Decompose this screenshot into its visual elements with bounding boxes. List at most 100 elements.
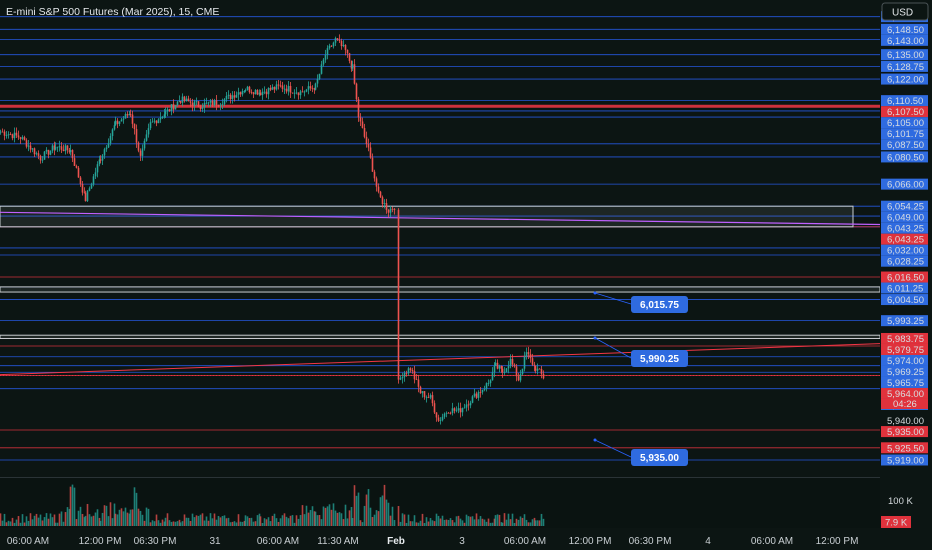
volume-bar-263 xyxy=(513,522,516,526)
volume-bar-143 xyxy=(275,518,278,526)
support-zone xyxy=(0,205,854,228)
price-tag-14 xyxy=(881,211,928,223)
candle-body-124 xyxy=(239,92,242,95)
volume-bar-7 xyxy=(13,522,16,526)
candle-body-86 xyxy=(164,111,167,115)
candle-body-179 xyxy=(346,49,349,54)
candle-body-88 xyxy=(168,109,171,112)
time-axis[interactable]: 06:00 AM 12:00 PM 06:30 PM 31 06:00 AM 11:30 … xyxy=(0,530,932,550)
candle-body-241 xyxy=(471,396,474,403)
volume-bar-54 xyxy=(103,505,106,526)
candle-body-252 xyxy=(493,365,496,373)
callout-5935[interactable]: 5,935.00 xyxy=(593,438,689,467)
candle-body-101 xyxy=(193,101,196,106)
callout-5935-box xyxy=(631,449,688,466)
candle-body-14 xyxy=(27,145,30,147)
volume-bar-129 xyxy=(248,518,251,526)
volume-bar-223 xyxy=(435,513,438,526)
currency-button[interactable]: USD xyxy=(881,2,929,21)
candle-body-115 xyxy=(221,104,224,105)
candle-body-182 xyxy=(351,64,354,69)
candle-body-272 xyxy=(531,358,534,365)
candle-body-216 xyxy=(421,391,424,394)
candle-body-5 xyxy=(9,134,12,136)
time-label-3: 31 xyxy=(209,536,221,547)
candle-body-78 xyxy=(149,122,152,129)
callout-6015-label: 6,015.75 xyxy=(640,300,679,311)
volume-bar-239 xyxy=(467,516,470,526)
candle-body-80 xyxy=(153,120,156,122)
price-tag-17 xyxy=(881,244,928,256)
volume-bar-71 xyxy=(135,492,138,526)
price-label-24: 5,979.75 xyxy=(887,345,924,356)
volume-bar-176 xyxy=(340,513,343,526)
candle-body-258 xyxy=(503,372,506,373)
volume-bar-174 xyxy=(336,512,339,526)
volume-bar-154 xyxy=(297,518,300,526)
volume-bar-62 xyxy=(118,509,121,526)
candle-body-213 xyxy=(415,379,418,381)
price-label-22: 5,993.25 xyxy=(887,316,924,327)
time-label-6: Feb xyxy=(387,536,405,547)
candle-body-207 xyxy=(403,373,406,378)
volume-bar-68 xyxy=(129,509,132,526)
volume-bar-153 xyxy=(295,515,298,526)
price-label-13: 6,054.25 xyxy=(887,202,924,213)
volume-bar-243 xyxy=(475,513,478,526)
candle-body-65 xyxy=(124,114,127,119)
volume-bar-48 xyxy=(92,515,95,526)
candle-body-133 xyxy=(256,90,259,95)
price-tag-16 xyxy=(881,233,928,245)
callout-6015[interactable]: 6,015.75 xyxy=(593,291,689,314)
volume-bar-238 xyxy=(465,514,468,526)
price-tag-19 xyxy=(881,271,928,283)
price-label-25: 5,974.00 xyxy=(887,356,924,367)
volume-bar-101 xyxy=(193,517,196,526)
volume-bar-134 xyxy=(258,513,261,526)
candle-body-93 xyxy=(178,101,181,102)
candle-body-64 xyxy=(122,118,125,120)
price-label-27: 5,965.75 xyxy=(887,378,924,389)
candle-body-36 xyxy=(69,150,72,153)
candle-body-198 xyxy=(383,203,386,205)
time-label-4: 06:00 AM xyxy=(257,536,299,547)
volume-bar-265 xyxy=(517,519,520,526)
volume-bar-156 xyxy=(301,505,304,526)
volume-bar-3 xyxy=(5,522,8,526)
candle-body-140 xyxy=(269,88,272,90)
volume-bar-150 xyxy=(289,515,292,526)
candle-body-142 xyxy=(273,87,276,90)
candle-body-32 xyxy=(62,149,65,152)
price-tag-9 xyxy=(881,128,928,140)
volume-bar-175 xyxy=(338,512,341,526)
volume-bar-189 xyxy=(365,494,368,526)
volume-bar-115 xyxy=(221,516,224,526)
volume-bar-80 xyxy=(153,521,156,526)
callout-5990[interactable]: 5,990.25 xyxy=(593,336,689,368)
volume-bar-24 xyxy=(47,518,50,526)
candle-body-11 xyxy=(21,137,24,139)
candle-body-17 xyxy=(33,148,36,155)
candle-body-203 xyxy=(393,208,396,210)
volume-bar-168 xyxy=(324,507,327,526)
volume-bar-125 xyxy=(241,521,244,526)
candle-body-240 xyxy=(469,402,472,406)
callout-6015-leader xyxy=(594,292,632,305)
candle-body-278 xyxy=(542,373,545,379)
candle-body-15 xyxy=(29,145,32,150)
price-tag-5 xyxy=(881,73,928,85)
volume-bar-65 xyxy=(124,507,127,526)
volume-bar-249 xyxy=(487,518,490,526)
candle-body-123 xyxy=(237,92,240,95)
candle-body-119 xyxy=(229,94,232,99)
price-tag-12 xyxy=(881,178,928,190)
volume-bar-266 xyxy=(519,516,522,526)
candle-body-147 xyxy=(283,88,286,90)
candle-body-262 xyxy=(511,358,514,365)
price-axis[interactable]: 6,155.256,148.506,143.006,135.006,128.75… xyxy=(880,0,932,529)
candle-body-58 xyxy=(111,129,114,137)
candle-body-127 xyxy=(244,89,247,91)
candle-body-94 xyxy=(179,101,182,103)
volume-bar-17 xyxy=(33,515,36,526)
